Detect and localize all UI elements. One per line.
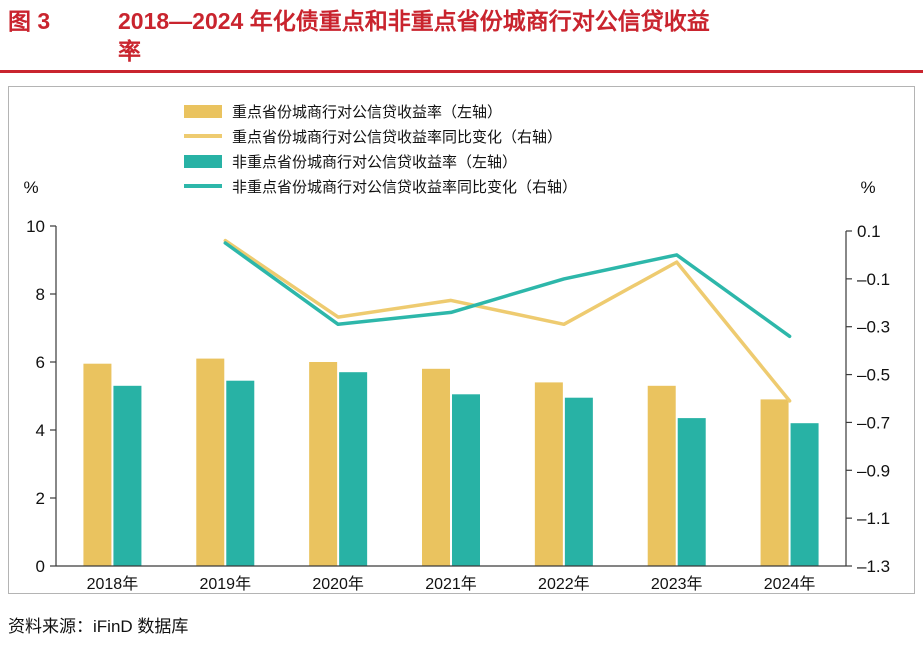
bar-nonkey-provinces xyxy=(113,385,142,566)
left-tick-label: 4 xyxy=(36,421,45,440)
bar-key-provinces xyxy=(534,382,563,566)
chart-frame: 重点省份城商行对公信贷收益率（左轴） 重点省份城商行对公信贷收益率同比变化（右轴）… xyxy=(8,86,915,594)
x-axis-label: 2021年 xyxy=(425,575,477,593)
right-tick-label: –0.9 xyxy=(857,461,890,480)
legend-item: 非重点省份城商行对公信贷收益率同比变化（右轴） xyxy=(184,175,577,197)
bar-key-provinces xyxy=(83,363,112,566)
bar-key-provinces xyxy=(196,358,225,566)
right-tick-label: –0.1 xyxy=(857,270,890,289)
figure-number: 图 3 xyxy=(8,8,51,34)
left-tick-label: 8 xyxy=(36,285,45,304)
right-tick-label: –0.5 xyxy=(857,366,890,385)
right-tick-label: –0.7 xyxy=(857,413,890,432)
bar-nonkey-provinces xyxy=(339,372,368,566)
bar-nonkey-provinces xyxy=(226,380,255,566)
right-tick-label: –1.1 xyxy=(857,509,890,528)
bar-key-provinces xyxy=(647,385,676,566)
left-tick-label: 6 xyxy=(36,353,45,372)
legend-line-swatch xyxy=(184,184,222,188)
x-axis-label: 2018年 xyxy=(87,575,139,593)
legend-item: 非重点省份城商行对公信贷收益率（左轴） xyxy=(184,150,577,172)
left-tick-label: 2 xyxy=(36,489,45,508)
x-axis-label: 2023年 xyxy=(651,575,703,593)
legend-item: 重点省份城商行对公信贷收益率（左轴） xyxy=(184,100,577,122)
legend-bar-swatch xyxy=(184,104,222,118)
bar-nonkey-provinces xyxy=(452,394,480,566)
right-tick-label: –1.3 xyxy=(857,557,890,576)
legend-bar-swatch xyxy=(184,154,222,168)
chart-legend: 重点省份城商行对公信贷收益率（左轴） 重点省份城商行对公信贷收益率同比变化（右轴）… xyxy=(184,100,577,200)
bar-nonkey-provinces xyxy=(677,418,706,566)
bar-key-provinces xyxy=(422,368,450,566)
legend-label: 重点省份城商行对公信贷收益率（左轴） xyxy=(232,103,503,121)
legend-item: 重点省份城商行对公信贷收益率同比变化（右轴） xyxy=(184,125,577,147)
legend-label: 非重点省份城商行对公信贷收益率（左轴） xyxy=(232,153,518,171)
legend-line-swatch xyxy=(184,134,222,138)
bar-nonkey-provinces xyxy=(790,423,819,566)
right-tick-label: –0.3 xyxy=(857,318,890,337)
left-axis-unit: % xyxy=(23,178,38,197)
bar-key-provinces xyxy=(760,399,789,566)
legend-label: 非重点省份城商行对公信贷收益率同比变化（右轴） xyxy=(232,178,578,196)
bar-nonkey-provinces xyxy=(564,397,593,566)
x-axis-label: 2020年 xyxy=(312,575,364,593)
x-axis-label: 2019年 xyxy=(199,575,251,593)
right-tick-label: 0.1 xyxy=(857,222,881,241)
chart-canvas: 0 2 4 6 8 10 0.1 –0.1 –0.3 –0.5 –0.7 –0.9 –1.1 –1.3 20… xyxy=(23,178,890,593)
right-axis-unit: % xyxy=(860,178,875,197)
line-nonkey-provinces-yoy xyxy=(223,241,792,339)
figure-title: 2018—2024 年化债重点和非重点省份城商行对公信贷收益率 xyxy=(118,8,710,64)
bar-key-provinces xyxy=(309,362,338,566)
left-tick-label: 0 xyxy=(36,557,45,576)
figure-header: 图 3 2018—2024 年化债重点和非重点省份城商行对公信贷收益率 xyxy=(0,0,923,73)
x-axis-label: 2024年 xyxy=(764,575,816,593)
line-key-provinces-yoy xyxy=(223,238,792,403)
x-axis-label: 2022年 xyxy=(538,575,590,593)
data-source: 资料来源：iFinD 数据库 xyxy=(8,617,189,636)
legend-label: 重点省份城商行对公信贷收益率同比变化（右轴） xyxy=(232,128,563,146)
left-tick-label: 10 xyxy=(26,217,45,236)
